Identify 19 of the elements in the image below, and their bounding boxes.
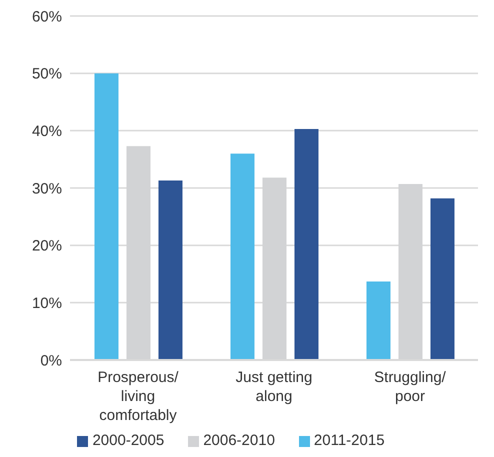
legend-label: 2006-2010 bbox=[203, 432, 275, 449]
y-tick-label: 30% bbox=[32, 180, 62, 198]
x-tick-label: Prosperous/ living comfortably bbox=[98, 369, 180, 424]
bar bbox=[158, 180, 182, 360]
y-tick-label: 20% bbox=[32, 238, 62, 255]
y-tick-label: 10% bbox=[32, 294, 62, 312]
bar bbox=[294, 128, 318, 360]
legend-label: 2000-2005 bbox=[92, 432, 164, 449]
x-tick-label: Just getting along bbox=[236, 369, 312, 405]
bar bbox=[366, 281, 390, 360]
bar bbox=[94, 73, 118, 360]
y-tick-label: 60% bbox=[32, 8, 62, 26]
bar bbox=[430, 198, 454, 360]
legend-label: 2011-2015 bbox=[314, 432, 385, 449]
y-tick-label: 50% bbox=[32, 66, 62, 83]
bar bbox=[230, 154, 254, 360]
y-tick-label: 40% bbox=[32, 122, 62, 140]
x-tick-label: Struggling/ poor bbox=[374, 369, 447, 405]
y-tick-label: 0% bbox=[40, 352, 62, 370]
